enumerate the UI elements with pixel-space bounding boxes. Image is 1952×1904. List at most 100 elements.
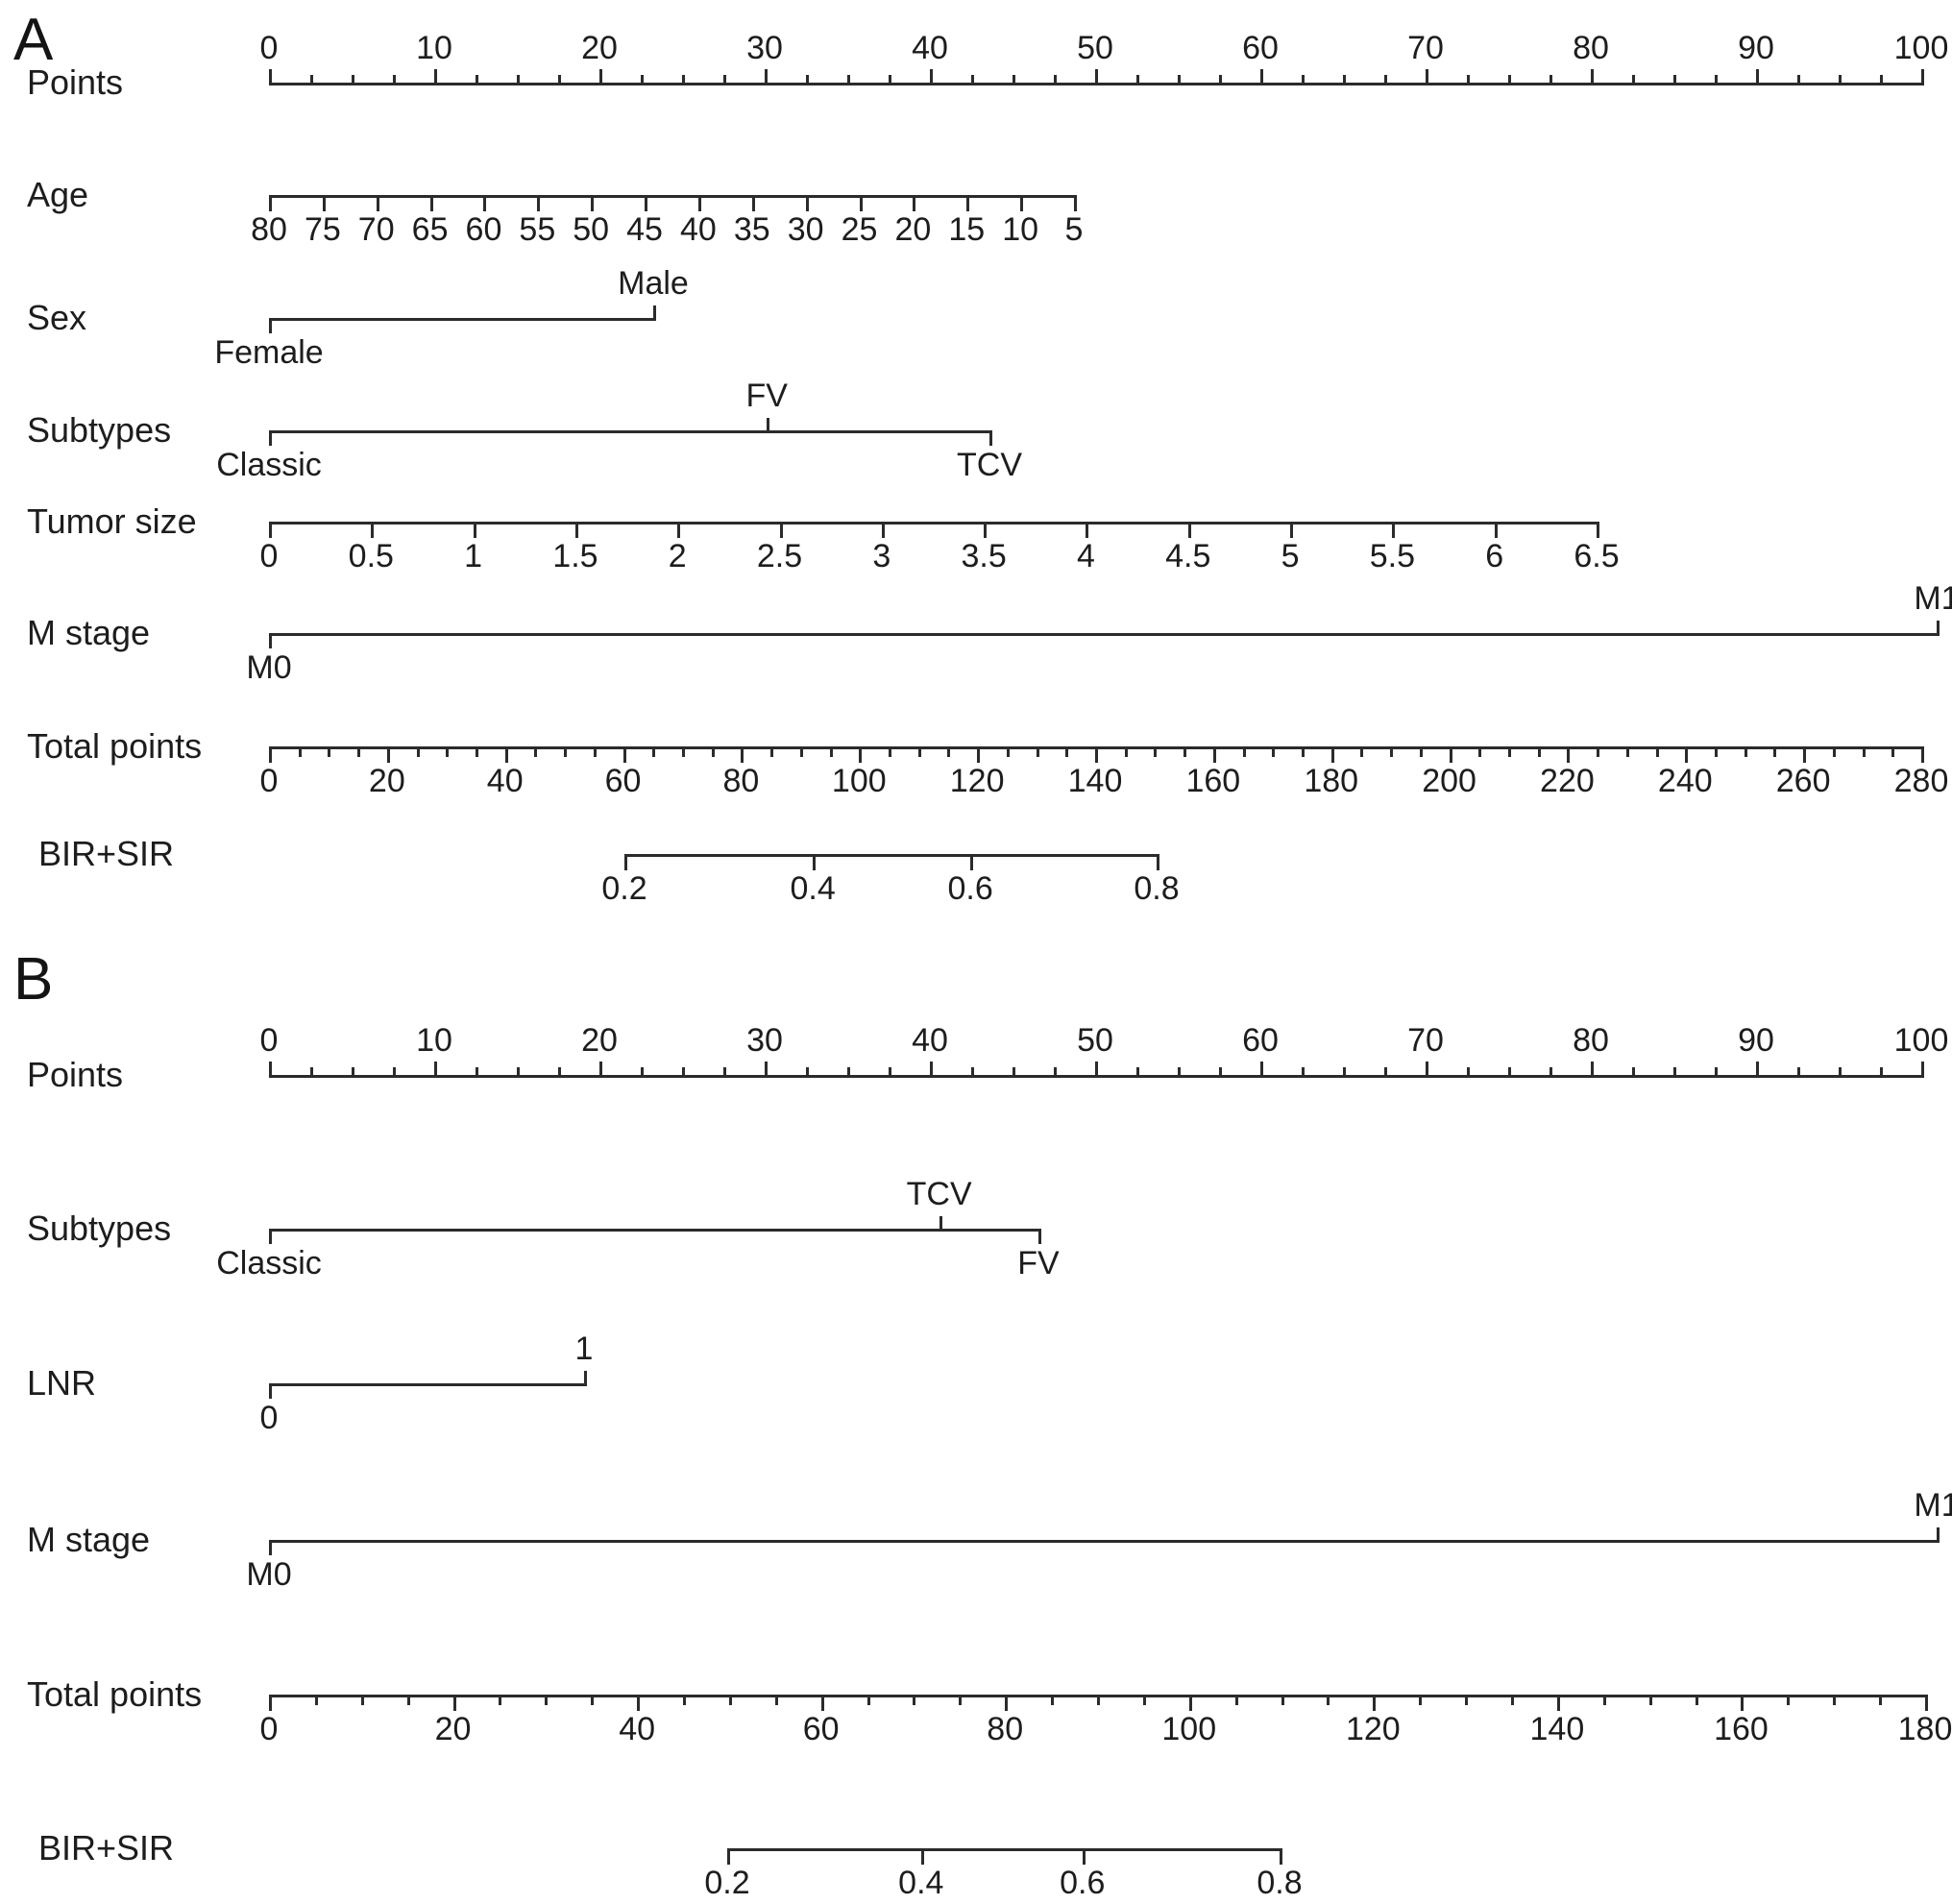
axis-tick-points-b <box>1508 1067 1511 1075</box>
panel-b-label: B <box>13 946 54 1013</box>
axis-tick-points-a <box>1797 75 1800 83</box>
axis-tick-total-points-a <box>1006 749 1010 757</box>
axis-tick-points-a <box>269 69 272 83</box>
axis-tick-total-points-b <box>499 1697 502 1705</box>
axis-tick-points-b <box>434 1062 437 1075</box>
axis-tick-age-a <box>697 198 701 211</box>
axis-tick-label-total-points-a: 260 <box>1775 763 1831 799</box>
axis-tick-points-a <box>1136 75 1139 83</box>
axis-tick-label-points-a: 50 <box>1077 30 1113 66</box>
axis-tick-points-a <box>1715 75 1718 83</box>
axis-tick-label-age-a: 75 <box>304 211 341 248</box>
axis-tick-total-points-a <box>711 749 715 757</box>
axis-tick-label-subtypes-b: Classic <box>216 1245 322 1282</box>
axis-tick-subtypes-b <box>269 1232 272 1244</box>
axis-tick-points-a <box>1384 75 1387 83</box>
axis-tick-total-points-a <box>1921 749 1924 763</box>
axis-tick-total-points-a <box>1832 749 1836 757</box>
axis-tick-points-a <box>393 75 396 83</box>
axis-tick-bir-sir-a <box>813 857 817 870</box>
axis-tick-label-tumor-size-a: 4 <box>1076 538 1095 574</box>
axis-tick-points-b <box>1095 1062 1098 1075</box>
axis-tick-label-total-points-b: 0 <box>259 1711 279 1747</box>
axis-tick-points-b <box>1467 1067 1470 1075</box>
axis-tick-label-tumor-size-a: 2 <box>668 538 687 574</box>
axis-tick-age-a <box>322 198 326 211</box>
axis-tick-points-a <box>1549 75 1552 83</box>
axis-tick-label-tumor-size-a: 1.5 <box>552 538 598 574</box>
axis-tick-total-points-a <box>1862 749 1866 757</box>
axis-line-bir-sir-a <box>624 854 1159 857</box>
axis-tick-points-a <box>1426 69 1428 83</box>
axis-tick-total-points-a <box>1154 749 1158 757</box>
axis-tick-age-a <box>537 198 541 211</box>
axis-tick-label-total-points-a: 40 <box>486 763 524 799</box>
axis-label-subtypes-b: Subtypes <box>27 1208 172 1248</box>
axis-tick-points-b <box>352 1067 354 1075</box>
axis-tick-points-a <box>889 75 891 83</box>
axis-line-total-points-b <box>269 1695 1928 1697</box>
axis-tick-tumor-size-a <box>1086 525 1089 538</box>
axis-tick-total-points-b <box>1695 1697 1698 1705</box>
panel-a-label: A <box>13 7 54 73</box>
axis-tick-total-points-a <box>1212 749 1216 763</box>
axis-tick-points-b <box>971 1067 974 1075</box>
axis-tick-total-points-b <box>545 1697 549 1705</box>
axis-tick-label-m-stage-a: M0 <box>246 649 292 686</box>
axis-tick-points-a <box>599 69 602 83</box>
axis-tick-total-points-b <box>728 1697 732 1705</box>
axis-tick-tumor-size-a <box>677 525 681 538</box>
axis-tick-label-points-b: 30 <box>746 1022 783 1059</box>
axis-label-tumor-size-a: Tumor size <box>27 501 197 541</box>
axis-tick-label-age-a: 45 <box>626 211 663 248</box>
axis-tick-points-a <box>517 75 520 83</box>
axis-tick-label-bir-sir-a: 0.2 <box>601 870 647 907</box>
axis-tick-label-tumor-size-a: 6 <box>1485 538 1504 574</box>
axis-tick-lnr-b <box>584 1371 587 1383</box>
axis-tick-total-points-a <box>476 749 478 757</box>
axis-tick-label-subtypes-a: TCV <box>957 447 1022 483</box>
axis-tick-label-points-b: 60 <box>1242 1022 1279 1059</box>
axis-tick-label-age-a: 35 <box>733 211 770 248</box>
axis-tick-total-points-a <box>1360 749 1364 757</box>
axis-tick-total-points-a <box>386 749 390 763</box>
axis-tick-points-a <box>971 75 974 83</box>
axis-tick-total-points-b <box>683 1697 686 1705</box>
axis-tick-total-points-b <box>1741 1697 1745 1711</box>
axis-tick-label-total-points-a: 180 <box>1304 763 1359 799</box>
axis-tick-points-b <box>599 1062 602 1075</box>
axis-tick-age-a <box>1020 198 1024 211</box>
axis-tick-age-a <box>913 198 916 211</box>
axis-tick-total-points-a <box>534 749 538 757</box>
axis-tick-m-stage-a <box>269 636 272 648</box>
axis-tick-subtypes-b <box>939 1216 942 1229</box>
axis-tick-total-points-a <box>1744 749 1747 757</box>
axis-tick-points-a <box>1756 69 1759 83</box>
axis-tick-points-b <box>558 1067 561 1075</box>
axis-tick-total-points-a <box>1537 749 1541 757</box>
axis-line-subtypes-a <box>269 430 992 433</box>
axis-tick-tumor-size-a <box>1494 525 1498 538</box>
axis-tick-total-points-a <box>1302 749 1305 757</box>
axis-label-sex-a: Sex <box>27 298 87 337</box>
axis-tick-label-points-a: 20 <box>581 30 618 66</box>
axis-tick-label-age-a: 50 <box>573 211 610 248</box>
axis-tick-label-total-points-b: 100 <box>1161 1711 1217 1747</box>
axis-line-total-points-a <box>269 746 1924 749</box>
axis-tick-total-points-a <box>1183 749 1187 757</box>
axis-tick-label-points-b: 20 <box>581 1022 618 1059</box>
axis-tick-label-points-a: 30 <box>746 30 783 66</box>
axis-line-points-b <box>269 1075 1924 1078</box>
axis-tick-label-tumor-size-a: 5.5 <box>1369 538 1416 574</box>
axis-tick-bir-sir-a <box>624 857 627 870</box>
axis-tick-tumor-size-a <box>269 525 272 538</box>
axis-tick-label-bir-sir-b: 0.2 <box>704 1865 750 1901</box>
axis-tick-points-b <box>1839 1067 1842 1075</box>
axis-tick-label-total-points-a: 140 <box>1067 763 1123 799</box>
axis-tick-label-points-a: 40 <box>912 30 948 66</box>
axis-tick-label-tumor-size-a: 3.5 <box>961 538 1007 574</box>
axis-tick-total-points-a <box>977 749 981 763</box>
axis-tick-points-b <box>1426 1062 1428 1075</box>
axis-tick-label-subtypes-a: FV <box>745 378 788 414</box>
axis-tick-label-total-points-b: 160 <box>1714 1711 1769 1747</box>
